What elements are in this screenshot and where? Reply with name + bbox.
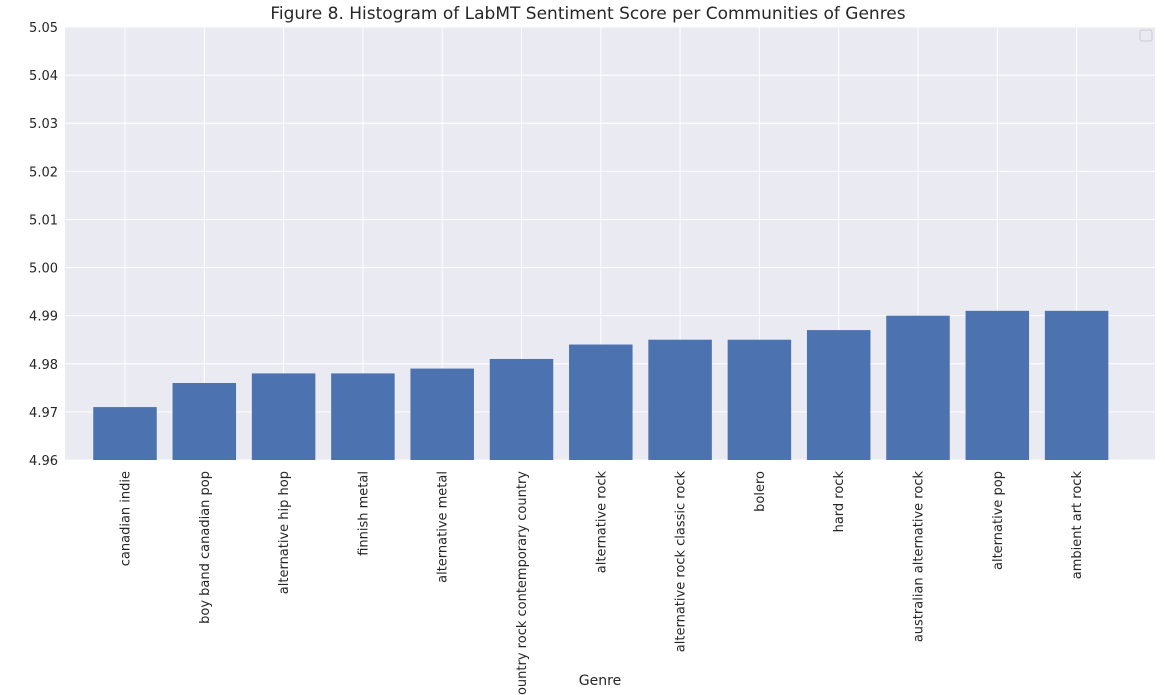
y-axis-ticks: 4.96 4.97 4.98 4.99 5.00 5.01 5.02 5.03 5.04 5.05 bbox=[29, 21, 58, 469]
bar bbox=[251, 373, 316, 460]
bar bbox=[965, 310, 1030, 460]
bar bbox=[569, 344, 633, 460]
x-tick-label: alternative rock classic rock bbox=[674, 471, 689, 653]
y-tick-label: 5.01 bbox=[29, 213, 58, 228]
y-tick-label: 5.02 bbox=[29, 165, 58, 180]
y-tick-label: 4.97 bbox=[29, 406, 58, 421]
y-tick-label: 5.00 bbox=[29, 262, 58, 277]
bars bbox=[93, 310, 1109, 460]
y-tick-label: 5.03 bbox=[29, 117, 58, 132]
x-tick-label: canadian indie bbox=[119, 471, 134, 566]
y-tick-label: 4.98 bbox=[29, 358, 58, 373]
x-tick-label: bolero bbox=[753, 471, 768, 512]
bar bbox=[886, 315, 950, 460]
x-tick-label: country rock contemporary country bbox=[515, 471, 530, 695]
y-tick-label: 4.96 bbox=[29, 454, 58, 469]
y-tick-label: 5.05 bbox=[29, 21, 58, 36]
x-tick-label: alternative rock bbox=[594, 471, 609, 574]
bar bbox=[93, 407, 157, 460]
y-tick-label: 4.99 bbox=[29, 310, 58, 325]
y-tick-label: 5.04 bbox=[29, 69, 58, 84]
x-axis-ticks: canadian indie boy band canadian pop alter… bbox=[119, 471, 1086, 695]
bar bbox=[727, 339, 792, 460]
bar bbox=[648, 339, 712, 460]
x-tick-label: alternative hip hop bbox=[277, 471, 292, 594]
legend bbox=[1139, 29, 1153, 42]
chart-title: Figure 8. Histogram of LabMT Sentiment S… bbox=[270, 4, 905, 24]
bar bbox=[331, 373, 395, 460]
bar bbox=[489, 358, 554, 460]
x-tick-label: alternative pop bbox=[991, 471, 1006, 570]
bar bbox=[806, 330, 871, 460]
x-tick-label: ambient art rock bbox=[1070, 471, 1085, 580]
x-tick-label: finnish metal bbox=[356, 471, 371, 556]
bar bbox=[410, 368, 474, 460]
bar bbox=[172, 383, 237, 460]
x-tick-label: hard rock bbox=[832, 471, 847, 533]
bar bbox=[1044, 310, 1109, 460]
x-tick-label: australian alternative rock bbox=[912, 471, 927, 643]
x-tick-label: alternative metal bbox=[436, 471, 451, 583]
x-tick-label: boy band canadian pop bbox=[198, 471, 213, 624]
x-axis-label: Genre bbox=[579, 673, 621, 689]
